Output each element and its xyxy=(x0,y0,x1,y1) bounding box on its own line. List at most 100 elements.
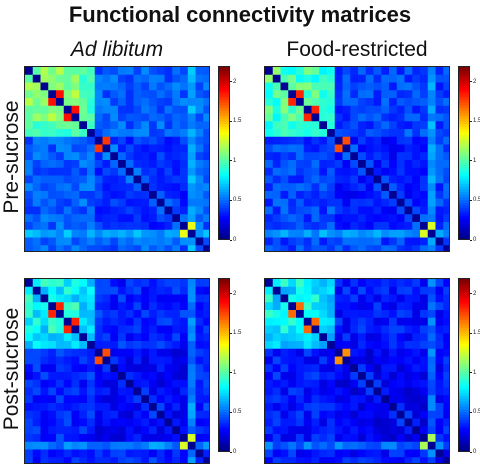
matrix-cell xyxy=(311,364,320,373)
matrix-cell xyxy=(389,441,398,450)
matrix-cell xyxy=(87,418,96,427)
matrix-cell xyxy=(110,229,119,238)
matrix-cell xyxy=(133,191,142,200)
matrix-cell xyxy=(172,302,181,311)
matrix-cell xyxy=(87,198,96,207)
matrix-cell xyxy=(396,317,405,326)
matrix-cell xyxy=(420,449,429,458)
matrix-cell xyxy=(133,395,142,404)
matrix-cell xyxy=(420,302,429,311)
matrix-cell xyxy=(141,183,150,192)
matrix-cell xyxy=(32,302,41,311)
matrix-cell xyxy=(133,426,142,435)
matrix-cell xyxy=(296,410,305,419)
matrix-cell xyxy=(265,333,274,342)
matrix-cell xyxy=(342,121,351,130)
matrix-cell xyxy=(102,198,111,207)
matrix-cell xyxy=(125,317,134,326)
matrix-cell xyxy=(396,294,405,303)
matrix-cell xyxy=(32,229,41,238)
matrix-cell xyxy=(265,113,274,122)
matrix-cell xyxy=(172,82,181,91)
matrix-cell xyxy=(48,98,57,107)
matrix-cell xyxy=(272,302,281,311)
matrix-cell xyxy=(40,152,49,161)
matrix-cell xyxy=(311,348,320,357)
matrix-cell xyxy=(296,144,305,153)
colorbar-step xyxy=(219,298,229,302)
matrix-cell xyxy=(94,175,103,184)
matrix-cell xyxy=(280,333,289,342)
matrix-cell xyxy=(187,441,196,450)
matrix-cell xyxy=(118,144,127,153)
matrix-cell xyxy=(172,129,181,138)
matrix-cell xyxy=(435,333,444,342)
matrix-cell xyxy=(48,198,57,207)
colorbar-step xyxy=(219,360,229,364)
matrix-cell xyxy=(280,395,289,404)
colorbar-step xyxy=(219,431,229,435)
matrix-cell xyxy=(342,341,351,350)
matrix-cell xyxy=(56,214,65,223)
matrix-cell xyxy=(203,183,209,192)
matrix-cell xyxy=(156,183,165,192)
matrix-cell xyxy=(133,387,142,396)
matrix-cell xyxy=(311,144,320,153)
matrix-cell xyxy=(365,129,374,138)
matrix-cell xyxy=(427,160,436,169)
matrix-cell xyxy=(404,457,413,463)
matrix-cell xyxy=(110,302,119,311)
matrix-cell xyxy=(125,160,134,169)
colorbar-step xyxy=(219,110,229,114)
matrix-cell xyxy=(327,67,336,76)
matrix-cell xyxy=(79,113,88,122)
colorbar-step xyxy=(219,167,229,171)
colorbar-step xyxy=(219,406,229,411)
matrix-cell xyxy=(180,198,189,207)
matrix-cell xyxy=(87,457,96,463)
colorbar-step xyxy=(219,75,229,79)
matrix-cell xyxy=(350,356,359,365)
matrix-cell xyxy=(94,387,103,396)
colorbar-step xyxy=(459,444,469,449)
matrix-cell xyxy=(187,356,196,365)
matrix-cell xyxy=(296,206,305,215)
matrix-cell xyxy=(71,294,80,303)
matrix-cell xyxy=(350,222,359,231)
colorbar-step xyxy=(459,189,469,193)
matrix-cell xyxy=(141,325,150,334)
matrix-cell xyxy=(56,113,65,122)
matrix-cell xyxy=(296,403,305,412)
matrix-cell xyxy=(365,441,374,450)
matrix-cell xyxy=(133,121,142,130)
matrix-cell xyxy=(412,333,421,342)
matrix-cell xyxy=(87,74,96,83)
matrix-cell xyxy=(389,403,398,412)
matrix-cell xyxy=(32,434,41,443)
matrix-cell xyxy=(94,372,103,381)
matrix-cell xyxy=(110,379,119,388)
colorbar-step xyxy=(219,319,229,324)
matrix-cell xyxy=(180,356,189,365)
matrix-cell xyxy=(381,302,390,311)
matrix-cell xyxy=(63,175,72,184)
matrix-cell xyxy=(311,418,320,427)
matrix-cell xyxy=(102,379,111,388)
matrix-cell xyxy=(25,426,34,435)
matrix-cell xyxy=(110,105,119,114)
matrix-cell xyxy=(396,387,405,396)
matrix-cell xyxy=(87,426,96,435)
colorbar-step xyxy=(219,219,229,223)
matrix-cell xyxy=(63,325,72,334)
matrix-cell xyxy=(87,317,96,326)
matrix-cell xyxy=(435,121,444,130)
matrix-cell xyxy=(389,286,398,295)
matrix-cell xyxy=(125,129,134,138)
matrix-cell xyxy=(404,286,413,295)
matrix-cell xyxy=(272,434,281,443)
matrix-cell xyxy=(443,379,449,388)
matrix-cell xyxy=(327,333,336,342)
matrix-cell xyxy=(94,237,103,246)
matrix-cell xyxy=(381,191,390,200)
matrix-cell xyxy=(94,294,103,303)
